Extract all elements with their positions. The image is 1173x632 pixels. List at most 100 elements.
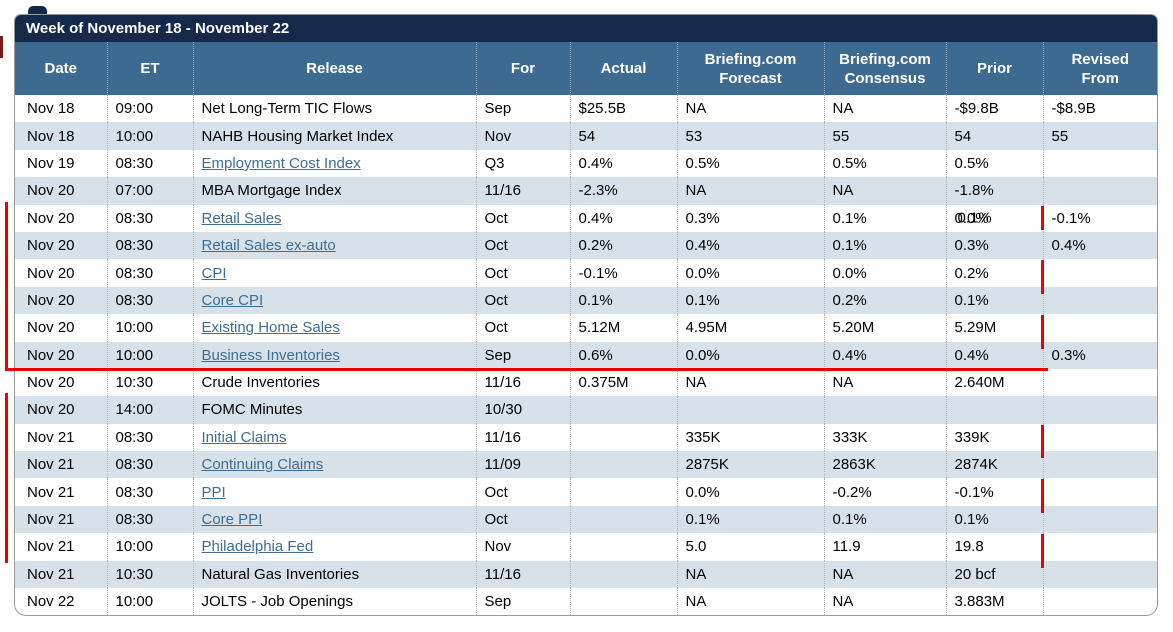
table-body: Nov 18 09:00 Net Long-Term TIC Flows Sep $25… xyxy=(15,95,1157,616)
cell-for: Oct xyxy=(475,478,570,506)
cell-date: Nov 20 xyxy=(15,231,107,260)
cell-for: 10/30 xyxy=(475,396,570,424)
cell-actual: 5.12M xyxy=(569,314,677,342)
table-header: Date ET Release For Actual Briefing.com Forec… xyxy=(15,42,1157,95)
cell-forecast: 0.0% xyxy=(676,478,824,506)
cell-date: Nov 21 xyxy=(15,451,107,479)
cell-for: Oct xyxy=(475,505,570,534)
cell-revised-from xyxy=(1042,588,1157,616)
cell-forecast: NA xyxy=(676,588,824,616)
cell-et: 08:30 xyxy=(106,204,193,232)
cell-for: 11/16 xyxy=(475,560,570,589)
cell-consensus xyxy=(823,396,946,424)
cell-release: MBA Mortgage Index xyxy=(192,177,476,205)
release-link[interactable]: Retail Sales xyxy=(201,209,282,227)
cell-et: 08:30 xyxy=(106,259,193,287)
cell-release: Core PPI xyxy=(192,505,476,534)
cell-forecast: NA xyxy=(676,560,824,589)
cell-actual xyxy=(569,478,677,506)
table-row: Nov 20 10:30 Crude Inventories 11/16 0.375M N… xyxy=(15,368,1157,397)
cell-for: Oct xyxy=(475,286,570,315)
cell-prior: -$9.8B xyxy=(945,95,1043,123)
calendar-week-title: Week of November 18 - November 22 xyxy=(15,15,1157,42)
cell-revised-from xyxy=(1042,259,1157,287)
cell-forecast: 0.0% xyxy=(676,341,824,369)
cell-date: Nov 20 xyxy=(27,319,75,337)
release-link[interactable]: Business Inventories xyxy=(201,346,340,364)
cell-forecast: 4.95M xyxy=(676,314,824,342)
cell-revised-from: 55 xyxy=(1042,122,1157,150)
cell-prior: 0.3% xyxy=(945,231,1043,260)
column-header-prior: Prior xyxy=(945,42,1043,95)
cell-revised-from: -0.1% xyxy=(1042,204,1157,232)
cell-forecast xyxy=(676,396,824,424)
cell-for: Oct xyxy=(475,231,570,260)
cell-et: 10:30 xyxy=(106,368,193,397)
cell-for: 11/16 xyxy=(475,423,570,452)
release-link[interactable]: CPI xyxy=(201,264,227,282)
cell-date: Nov 20 xyxy=(15,177,107,205)
cell-revised-from xyxy=(1042,478,1157,506)
column-header-forecast: Briefing.com Forecast xyxy=(676,42,824,95)
cell-et: 10:00 xyxy=(106,122,193,150)
cell-actual xyxy=(569,588,677,616)
cell-revised-from xyxy=(1042,286,1157,315)
release-link[interactable]: Existing Home Sales xyxy=(201,319,340,337)
cell-release: NAHB Housing Market Index xyxy=(192,122,476,150)
cell-for: Sep xyxy=(475,588,570,616)
cell-actual xyxy=(569,396,677,424)
cell-forecast: 5.0 xyxy=(676,533,824,561)
table-row: Nov 20 08:30 CPI Oct -0.1% 0.0% 0.0% 0.2% xyxy=(15,259,1157,287)
release-link[interactable]: Philadelphia Fed xyxy=(201,538,314,556)
column-header-for: For xyxy=(475,42,570,95)
cell-consensus: 0.1% xyxy=(823,231,946,260)
cell-release: JOLTS - Job Openings xyxy=(192,588,476,616)
cell-revised-from xyxy=(1042,314,1157,342)
cell-prior: 0.5% xyxy=(945,149,1043,178)
cell-revised-from: -$8.9B xyxy=(1042,95,1157,123)
cell-release: PPI xyxy=(192,478,476,506)
cell-for: 11/16 xyxy=(475,177,570,205)
release-link[interactable]: Initial Claims xyxy=(201,428,287,446)
table-row: Nov 20 08:30 Retail Sales ex-auto Oct 0.2% 0.… xyxy=(15,231,1157,260)
prior-overlapping-value: 0.1% xyxy=(957,209,992,227)
cell-date: Nov 19 xyxy=(27,154,75,172)
cell-for: 11/16 xyxy=(475,368,570,397)
cell-forecast: 0.3% xyxy=(676,204,824,232)
release-link[interactable]: Employment Cost Index xyxy=(201,154,361,172)
cell-prior: 0.0% 0.1% xyxy=(945,204,1043,232)
cell-actual: 54 xyxy=(569,122,677,150)
release-link[interactable]: Continuing Claims xyxy=(201,456,324,474)
cell-consensus: 11.9 xyxy=(823,533,946,561)
cell-date: Nov 21 xyxy=(27,483,75,501)
release-link[interactable]: Core PPI xyxy=(201,511,263,529)
cell-et: 09:00 xyxy=(106,95,193,123)
table-row: Nov 21 08:30 Initial Claims 11/16 335K 333K 33… xyxy=(15,423,1157,452)
cell-actual xyxy=(569,451,677,479)
cell-release: Retail Sales xyxy=(192,204,476,232)
cell-revised-from xyxy=(1042,149,1157,178)
cell-release: FOMC Minutes xyxy=(192,396,476,424)
prior-value: 0.0% xyxy=(954,209,989,227)
cell-date: Nov 18 xyxy=(15,122,107,150)
cell-for: Oct xyxy=(475,314,570,342)
cell-et: 14:00 xyxy=(106,396,193,424)
cell-forecast: 0.4% xyxy=(676,231,824,260)
cell-consensus: 0.5% xyxy=(823,149,946,178)
release-link[interactable]: Core CPI xyxy=(201,291,264,309)
cell-prior: 5.29M xyxy=(945,314,1043,342)
cell-consensus: NA xyxy=(823,368,946,397)
cell-prior: 2874K xyxy=(945,451,1043,479)
cell-et: 08:30 xyxy=(106,149,193,178)
cell-et: 10:00 xyxy=(106,533,193,561)
release-link[interactable]: Retail Sales ex-auto xyxy=(201,237,336,255)
cell-release: CPI xyxy=(192,259,476,287)
cell-et: 08:30 xyxy=(106,451,193,479)
release-link[interactable]: PPI xyxy=(201,483,226,501)
cell-forecast: 0.1% xyxy=(676,505,824,534)
cell-revised-from xyxy=(1042,423,1157,452)
cell-forecast: 0.1% xyxy=(676,286,824,315)
table-row: Nov 18 09:00 Net Long-Term TIC Flows Sep $25… xyxy=(15,95,1157,123)
table-row: Nov 20 10:00 Business Inventories Sep 0.6% 0.… xyxy=(15,341,1157,369)
cell-consensus: 0.0% xyxy=(823,259,946,287)
